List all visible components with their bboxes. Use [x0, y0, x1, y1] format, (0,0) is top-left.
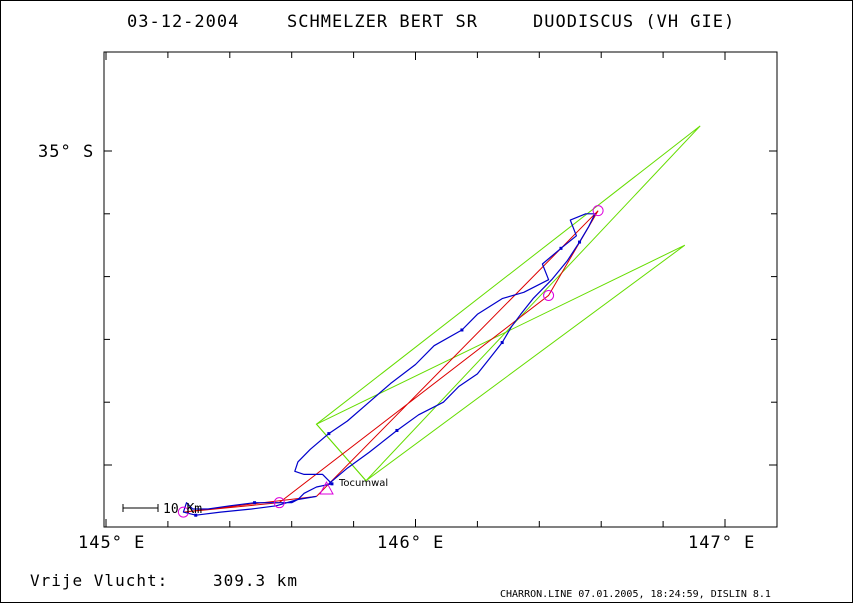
place-label-tocumwal: Tocumwal — [338, 478, 388, 489]
scale-bar: 10 Km — [122, 502, 202, 517]
lon-tick-label-146e: 146° E — [377, 533, 444, 553]
sector-2 — [315, 244, 686, 482]
track-fix — [194, 513, 198, 517]
flight-date: 03-12-2004 — [127, 12, 239, 32]
track-fix — [500, 341, 504, 345]
track-fix — [578, 240, 582, 244]
lon-tick-label-145e: 145° E — [78, 533, 145, 553]
axis-ticks — [104, 52, 777, 527]
track-fix — [327, 432, 331, 436]
distance-value: 309.3 km — [213, 571, 298, 590]
lat-tick-label-35s: 35° S — [38, 142, 94, 162]
track-line — [182, 213, 596, 516]
track-fix — [330, 482, 334, 486]
track-fix — [559, 246, 563, 250]
observation-sectors — [315, 125, 701, 482]
track-fix — [460, 328, 464, 332]
turnpoint-tp4 — [273, 497, 285, 509]
task-line — [183, 210, 599, 513]
task-route — [183, 210, 599, 513]
flight-track — [182, 213, 596, 517]
turnpoint-tp1 — [592, 205, 604, 217]
distance-label: Vrije Vlucht: — [30, 571, 168, 590]
scale-bar-label: 10 Km — [163, 502, 202, 517]
pilot-name: SCHMELZER BERT SR — [287, 12, 478, 32]
turnpoint-tp3 — [177, 506, 189, 518]
track-fix — [395, 428, 399, 432]
lon-tick-label-147e: 147° E — [688, 533, 755, 553]
start-triangle-icon — [319, 480, 334, 495]
sector-1 — [315, 125, 701, 482]
turnpoint-markers — [177, 205, 604, 518]
turnpoint-tp2 — [543, 289, 555, 301]
credit-line: CHARRON.LINE 07.01.2005, 18:24:59, DISLI… — [500, 589, 771, 600]
map-border — [103, 51, 778, 528]
glider-name: DUODISCUS (VH GIE) — [533, 12, 735, 32]
track-fix — [253, 501, 257, 505]
